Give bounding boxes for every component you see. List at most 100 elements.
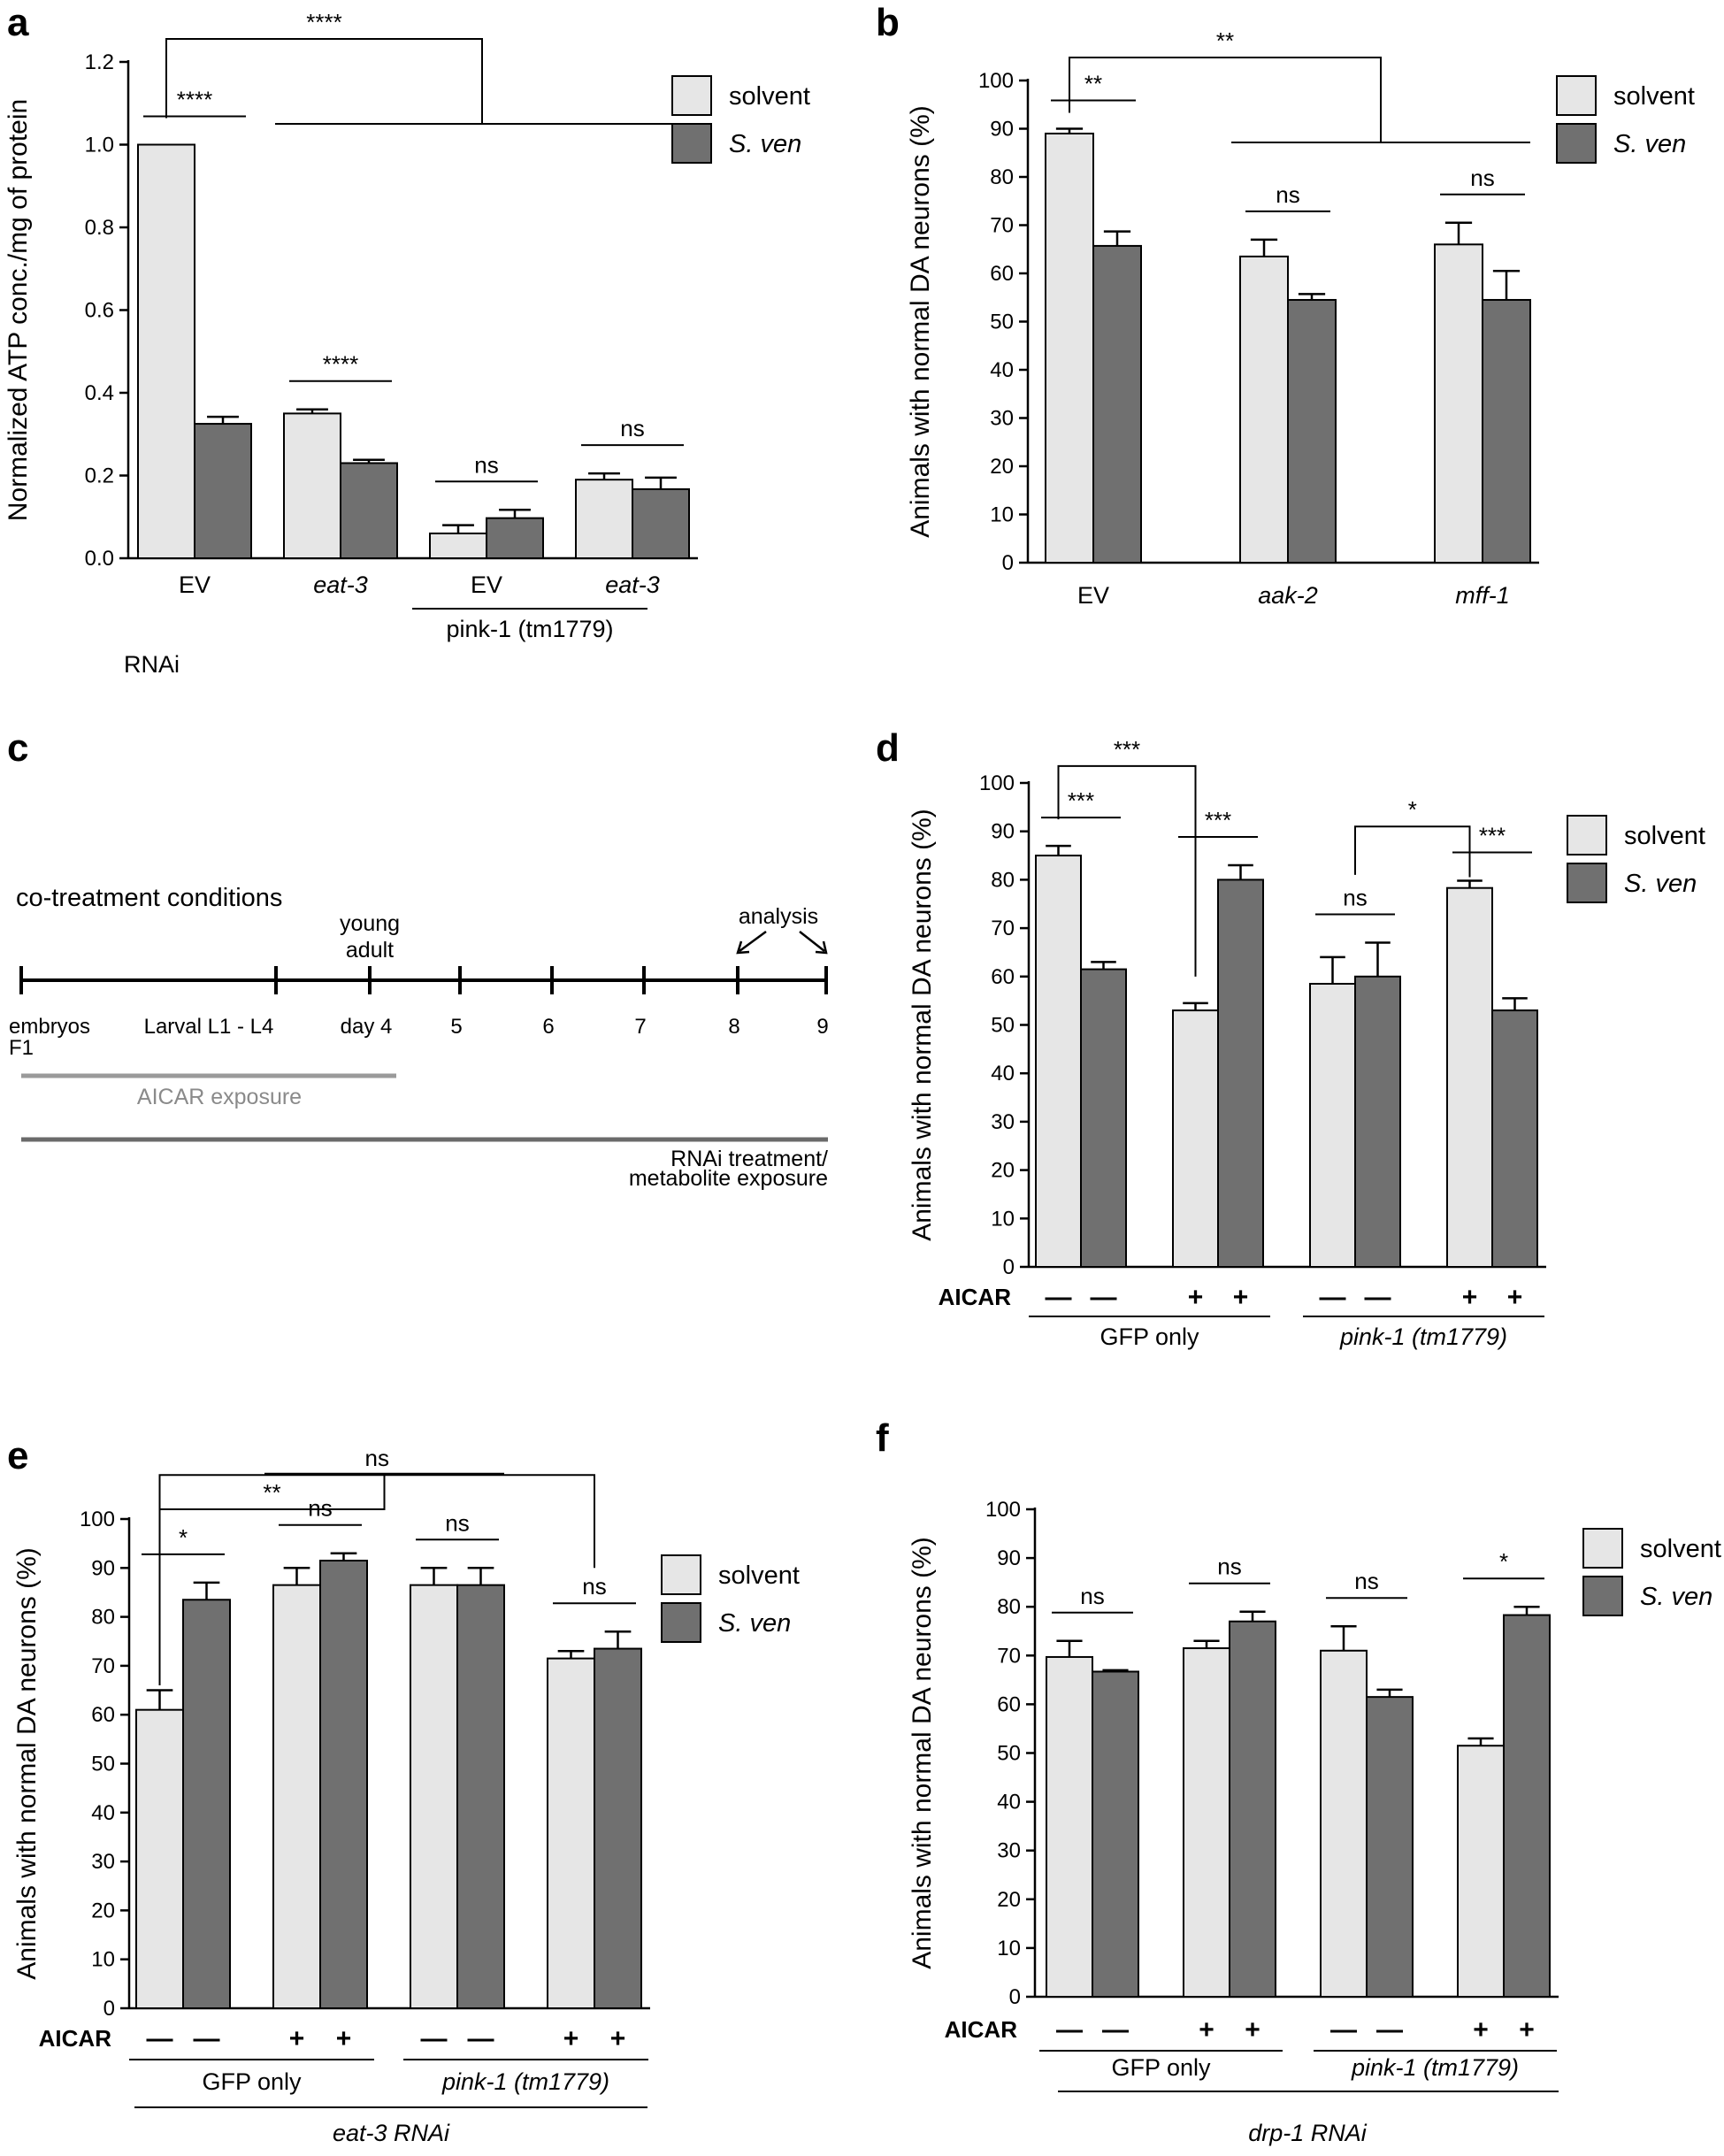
legend-swatch-sven bbox=[661, 1602, 701, 1643]
timeline-tick-label: 5 bbox=[450, 1015, 462, 1039]
panel-letter-c: c bbox=[7, 726, 28, 770]
aicar-label: AICAR bbox=[939, 1284, 1012, 1310]
group-label: pink-1 (tm1779) bbox=[1339, 1324, 1507, 1350]
timeline-young-label: young bbox=[340, 911, 400, 936]
bar-sven bbox=[594, 1647, 642, 2010]
category-label: EV bbox=[1077, 582, 1109, 609]
legend-label-sven: S. ven bbox=[1613, 130, 1686, 158]
group-label: pink-1 (tm1779) bbox=[441, 2068, 609, 2095]
sig-bracket bbox=[158, 1474, 595, 1686]
bar-sven bbox=[1491, 1009, 1538, 1268]
sig-label: *** bbox=[1068, 787, 1094, 814]
aicar-symbol: — bbox=[147, 2024, 173, 2053]
y-tick-label: 90 bbox=[997, 1546, 1021, 1570]
y-axis-title: Normalized ATP conc./mg of protein bbox=[4, 99, 33, 521]
category-label: EV bbox=[471, 572, 502, 598]
panel-letter-f: f bbox=[876, 1416, 889, 1460]
legend-label-solvent: solvent bbox=[729, 82, 810, 111]
y-tick-label: 100 bbox=[979, 771, 1015, 795]
y-tick-label: 0.2 bbox=[85, 464, 114, 488]
legend-swatch-sven bbox=[671, 123, 712, 164]
aicar-symbol: — bbox=[1320, 1283, 1346, 1312]
group-label: GFP only bbox=[202, 2068, 302, 2095]
sig-label: ns bbox=[1276, 181, 1299, 208]
sig-label: **** bbox=[177, 87, 212, 113]
legend-label-solvent: solvent bbox=[1640, 1535, 1721, 1563]
sig-label: ns bbox=[582, 1573, 606, 1600]
rnai-treatment-label-1: RNAi treatment/ bbox=[670, 1147, 828, 1171]
timeline-adult-label: adult bbox=[346, 938, 394, 963]
bar-sven bbox=[194, 423, 252, 559]
aicar-symbol: + bbox=[1519, 2015, 1535, 2045]
y-tick-label: 20 bbox=[991, 1159, 1015, 1183]
sig-label: ns bbox=[474, 451, 498, 478]
analysis-arrowhead-right bbox=[815, 940, 828, 955]
bar-sven bbox=[1482, 298, 1531, 564]
y-tick-label: 0 bbox=[103, 1997, 115, 2021]
bar-sven bbox=[1217, 879, 1264, 1269]
bar-solvent bbox=[410, 1584, 458, 2010]
bar-sven bbox=[1366, 1696, 1414, 1998]
legend-swatch-solvent bbox=[1582, 1528, 1623, 1569]
timeline-ticks: embryos Larval L1 - L4 day 4 5 6 7 8 9 bbox=[9, 966, 829, 1039]
y-tick-label: 40 bbox=[991, 1062, 1015, 1086]
sig-label: ns bbox=[308, 1495, 332, 1522]
y-axis-title: Animals with normal DA neurons (%) bbox=[12, 1547, 42, 1980]
timeline-tick-label: 8 bbox=[728, 1015, 739, 1039]
group-label: GFP only bbox=[1100, 1324, 1199, 1350]
bar-solvent bbox=[1172, 1009, 1219, 1268]
bar-sven bbox=[1092, 244, 1142, 564]
bar-solvent bbox=[1045, 132, 1094, 564]
bottom-label: eat-3 RNAi bbox=[333, 2120, 450, 2146]
chart-panel-b: 0 10 20 30 40 50 60 70 80 90 100 Animals with norma… bbox=[906, 27, 1695, 609]
sig-label: *** bbox=[1114, 736, 1140, 763]
legend-swatch-sven bbox=[1582, 1576, 1623, 1616]
bar-sven bbox=[486, 517, 544, 560]
category-label: eat-3 bbox=[313, 572, 368, 598]
timeline-tick-label: day 4 bbox=[341, 1015, 393, 1039]
y-tick-label: 0.6 bbox=[85, 299, 114, 323]
legend-label-sven: S. ven bbox=[1640, 1583, 1713, 1611]
sig-label: ** bbox=[1216, 27, 1234, 54]
group-label: GFP only bbox=[1111, 2054, 1211, 2081]
aicar-symbol: — bbox=[1102, 2015, 1129, 2045]
y-tick-label: 80 bbox=[91, 1606, 115, 1630]
y-tick-label: 70 bbox=[91, 1654, 115, 1678]
y-tick-label: 0 bbox=[1009, 1985, 1021, 2009]
timeline-tick-label: 9 bbox=[816, 1015, 828, 1039]
rnai-treatment-label-2: metabolite exposure bbox=[629, 1166, 828, 1191]
bar-sven bbox=[319, 1560, 368, 2009]
bar-sven bbox=[1354, 975, 1401, 1269]
y-axis-title: Animals with normal DA neurons (%) bbox=[908, 1537, 937, 1969]
chart-panel-a: 0.0 0.2 0.4 0.6 0.8 1.0 1.2 Normalized ATP conc… bbox=[4, 9, 810, 678]
aicar-symbol: — bbox=[1376, 2015, 1403, 2045]
y-tick-label: 10 bbox=[91, 1948, 115, 1972]
aicar-exposure-label: AICAR exposure bbox=[137, 1085, 302, 1109]
y-tick-label: 40 bbox=[990, 358, 1014, 382]
y-tick-label: 10 bbox=[997, 1937, 1021, 1960]
sig-bracket bbox=[1069, 57, 1382, 142]
aicar-label: AICAR bbox=[39, 2025, 112, 2052]
bar-sven bbox=[1080, 968, 1127, 1268]
aicar-symbol: + bbox=[1199, 2015, 1214, 2045]
y-tick-label: 40 bbox=[91, 1801, 115, 1825]
sig-label: ** bbox=[1084, 71, 1102, 97]
y-axis-title: Animals with normal DA neurons (%) bbox=[906, 105, 935, 538]
timeline-tick-label: Larval L1 - L4 bbox=[144, 1015, 274, 1039]
category-label: eat-3 bbox=[605, 572, 660, 598]
analysis-arrow-left bbox=[739, 930, 767, 953]
sig-label: *** bbox=[1479, 822, 1506, 848]
sig-label: ns bbox=[445, 1509, 469, 1536]
timeline-tick-label: 7 bbox=[634, 1015, 646, 1039]
aicar-symbol: — bbox=[194, 2024, 220, 2053]
timeline-title: co-treatment conditions bbox=[16, 884, 282, 912]
y-tick-label: 0.4 bbox=[85, 381, 114, 405]
chart-panel-d: 0 10 20 30 40 50 60 70 80 90 100 Animals with norma… bbox=[908, 736, 1705, 1350]
y-tick-label: 0.8 bbox=[85, 216, 114, 240]
timeline-f1-label: F1 bbox=[9, 1036, 34, 1060]
sig-label: ns bbox=[620, 415, 644, 441]
panel-letter-a: a bbox=[7, 1, 29, 44]
sig-label: ns bbox=[365, 1445, 389, 1471]
y-tick-label: 100 bbox=[80, 1508, 115, 1531]
